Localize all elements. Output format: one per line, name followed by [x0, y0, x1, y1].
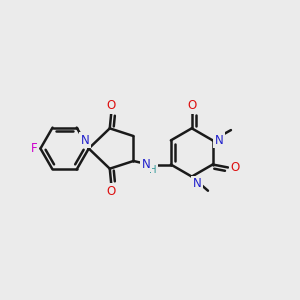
Text: N: N	[142, 158, 151, 171]
Text: O: O	[106, 185, 116, 198]
Text: F: F	[31, 142, 37, 155]
Text: O: O	[231, 161, 240, 174]
Text: O: O	[187, 99, 196, 112]
Text: N: N	[215, 134, 224, 147]
Text: N: N	[193, 178, 201, 190]
Text: H: H	[149, 165, 156, 175]
Text: O: O	[106, 99, 116, 112]
Text: N: N	[81, 134, 90, 147]
